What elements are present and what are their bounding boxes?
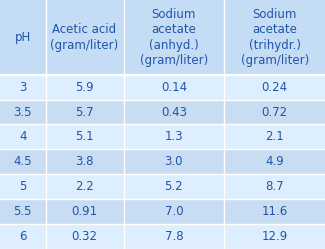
Text: 4.5: 4.5 <box>13 155 32 168</box>
Text: 5.5: 5.5 <box>14 205 32 218</box>
Text: 3: 3 <box>19 81 26 94</box>
Text: 3.5: 3.5 <box>14 106 32 119</box>
Text: 4: 4 <box>19 130 27 143</box>
Text: pH: pH <box>15 31 31 44</box>
Text: Sodium
acetate
(trihydr.)
(gram/liter): Sodium acetate (trihydr.) (gram/liter) <box>240 8 309 67</box>
Text: 5.1: 5.1 <box>75 130 94 143</box>
Bar <box>0 199 325 224</box>
Text: 3.0: 3.0 <box>165 155 183 168</box>
Text: 7.8: 7.8 <box>164 230 183 243</box>
Text: Sodium
acetate
(anhyd.)
(gram/liter): Sodium acetate (anhyd.) (gram/liter) <box>140 8 208 67</box>
Bar <box>0 0 325 75</box>
Bar <box>0 224 325 249</box>
Text: 0.32: 0.32 <box>72 230 98 243</box>
Text: Acetic acid
(gram/liter): Acetic acid (gram/liter) <box>50 23 119 52</box>
Text: 0.43: 0.43 <box>161 106 187 119</box>
Text: 0.14: 0.14 <box>161 81 187 94</box>
Bar <box>0 149 325 174</box>
Bar <box>0 124 325 149</box>
Text: 0.72: 0.72 <box>262 106 288 119</box>
Text: 2.1: 2.1 <box>265 130 284 143</box>
Bar <box>0 174 325 199</box>
Text: 5.2: 5.2 <box>164 180 183 193</box>
Text: 7.0: 7.0 <box>164 205 183 218</box>
Text: 4.9: 4.9 <box>265 155 284 168</box>
Text: 0.24: 0.24 <box>262 81 288 94</box>
Bar <box>0 100 325 124</box>
Text: 6: 6 <box>19 230 27 243</box>
Text: 5.9: 5.9 <box>75 81 94 94</box>
Text: 5: 5 <box>19 180 26 193</box>
Text: 0.91: 0.91 <box>72 205 98 218</box>
Bar <box>0 75 325 100</box>
Text: 8.7: 8.7 <box>265 180 284 193</box>
Text: 5.7: 5.7 <box>75 106 94 119</box>
Text: 1.3: 1.3 <box>164 130 183 143</box>
Text: 12.9: 12.9 <box>262 230 288 243</box>
Text: 2.2: 2.2 <box>75 180 94 193</box>
Text: 11.6: 11.6 <box>262 205 288 218</box>
Text: 3.8: 3.8 <box>75 155 94 168</box>
